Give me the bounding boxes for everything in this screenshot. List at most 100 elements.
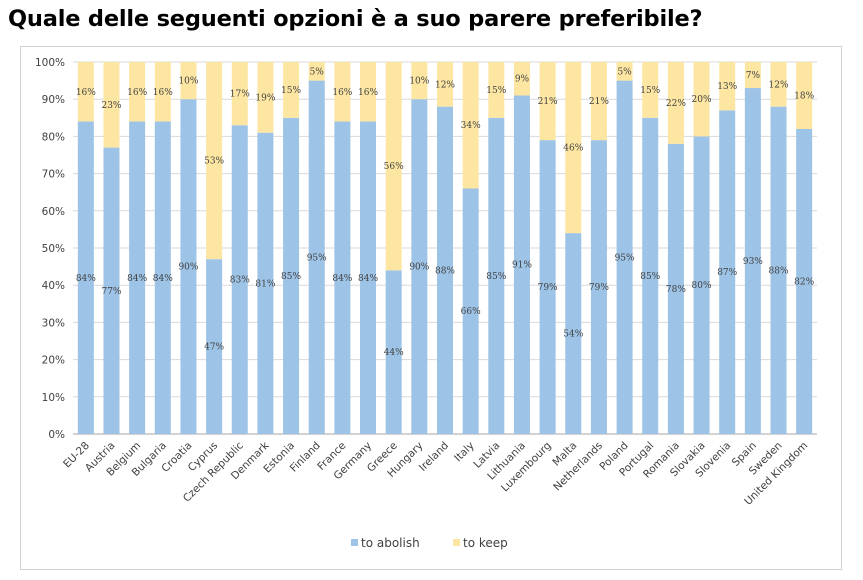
data-label-to-abolish: 84% bbox=[332, 274, 352, 284]
bar-to-abolish bbox=[180, 99, 197, 434]
data-label-to-abolish: 80% bbox=[692, 281, 712, 291]
bar-to-keep bbox=[565, 62, 582, 234]
data-label-to-abolish: 87% bbox=[717, 268, 737, 278]
chart-frame: 0% 10% 20% 30% 40% 50% 60% 70% 80% 90% 100% 84% 16% E… bbox=[20, 46, 842, 570]
bar-to-abolish bbox=[437, 106, 453, 434]
legend-label: to abolish bbox=[361, 536, 420, 550]
y-tick-label: 30% bbox=[42, 317, 65, 329]
bar-to-abolish bbox=[411, 99, 428, 434]
bar-to-abolish bbox=[513, 95, 530, 435]
bar-to-keep bbox=[103, 62, 120, 148]
bar-to-abolish bbox=[539, 140, 556, 434]
legend-label: to keep bbox=[463, 536, 508, 550]
bar-to-abolish bbox=[488, 117, 505, 435]
bar-to-abolish bbox=[462, 188, 479, 434]
bar-to-abolish bbox=[693, 136, 710, 434]
legend-swatch bbox=[351, 539, 358, 546]
data-label-to-abolish: 88% bbox=[435, 266, 455, 276]
data-label-to-abolish: 84% bbox=[358, 274, 378, 284]
y-tick-label: 50% bbox=[42, 243, 65, 255]
data-label-to-keep: 15% bbox=[486, 86, 506, 96]
data-label-to-keep: 23% bbox=[101, 101, 121, 111]
bar-to-keep bbox=[462, 62, 479, 189]
bar-to-keep bbox=[385, 62, 402, 271]
bar-to-keep bbox=[642, 62, 659, 118]
legend-swatch bbox=[453, 539, 460, 546]
data-label-to-abolish: 84% bbox=[153, 274, 173, 284]
bar-to-keep bbox=[667, 62, 684, 144]
bar-to-keep bbox=[590, 62, 607, 141]
bar-to-abolish bbox=[360, 121, 377, 435]
bar-to-abolish bbox=[590, 140, 607, 434]
bar-to-keep bbox=[77, 62, 94, 122]
data-label-to-abolish: 90% bbox=[409, 263, 429, 273]
bar-to-abolish bbox=[770, 106, 787, 434]
data-label-to-abolish: 88% bbox=[769, 266, 789, 276]
data-label-to-abolish: 79% bbox=[589, 283, 609, 293]
data-label-to-keep: 13% bbox=[717, 82, 737, 92]
bar-to-keep bbox=[257, 62, 274, 133]
bar-to-abolish bbox=[77, 121, 94, 435]
data-label-to-abolish: 84% bbox=[127, 274, 147, 284]
bar-to-keep bbox=[206, 62, 223, 260]
bar-to-keep bbox=[180, 62, 197, 100]
bar-to-abolish bbox=[206, 259, 223, 434]
bar-to-keep bbox=[513, 62, 530, 96]
bar-to-keep bbox=[154, 62, 171, 122]
stacked-bar-chart: 0%10%20%30%40%50%60%70%80%90%100%84%16%E… bbox=[35, 57, 817, 550]
data-label-to-abolish: 95% bbox=[615, 253, 635, 263]
bar-to-keep bbox=[129, 62, 146, 122]
data-label-to-keep: 15% bbox=[640, 86, 660, 96]
data-label-to-abolish: 85% bbox=[281, 272, 301, 282]
data-label-to-keep: 16% bbox=[153, 88, 173, 98]
data-label-to-keep: 10% bbox=[178, 77, 198, 87]
y-tick-label: 90% bbox=[42, 94, 65, 106]
data-label-to-abolish: 83% bbox=[230, 276, 250, 286]
y-tick-label: 60% bbox=[42, 206, 65, 218]
data-label-to-keep: 53% bbox=[204, 157, 224, 167]
data-label-to-abolish: 78% bbox=[666, 285, 686, 295]
data-label-to-keep: 10% bbox=[409, 77, 429, 87]
data-label-to-abolish: 93% bbox=[743, 257, 763, 267]
bar-to-keep bbox=[437, 62, 453, 107]
data-label-to-keep: 5% bbox=[310, 67, 325, 77]
data-label-to-abolish: 47% bbox=[204, 343, 224, 353]
data-label-to-keep: 7% bbox=[746, 71, 761, 81]
bar-to-abolish bbox=[129, 121, 146, 435]
data-label-to-keep: 5% bbox=[617, 67, 632, 77]
bar-to-abolish bbox=[667, 143, 684, 434]
data-label-to-abolish: 81% bbox=[255, 279, 275, 289]
data-label-to-keep: 21% bbox=[589, 97, 609, 107]
data-label-to-abolish: 66% bbox=[461, 307, 481, 317]
data-label-to-keep: 18% bbox=[794, 91, 814, 101]
data-label-to-abolish: 54% bbox=[563, 330, 583, 340]
data-label-to-keep: 22% bbox=[666, 99, 686, 109]
bar-to-keep bbox=[283, 62, 300, 118]
data-label-to-keep: 16% bbox=[332, 88, 352, 98]
data-label-to-abolish: 85% bbox=[486, 272, 506, 282]
bar-to-abolish bbox=[257, 132, 274, 434]
data-label-to-abolish: 85% bbox=[640, 272, 660, 282]
data-label-to-abolish: 44% bbox=[384, 348, 404, 358]
data-label-to-keep: 56% bbox=[384, 162, 404, 172]
bar-to-abolish bbox=[719, 110, 736, 435]
bar-to-keep bbox=[539, 62, 556, 141]
data-label-to-keep: 16% bbox=[76, 88, 96, 98]
data-label-to-abolish: 77% bbox=[101, 287, 121, 297]
bar-to-abolish bbox=[565, 233, 582, 434]
data-label-to-keep: 16% bbox=[358, 88, 378, 98]
data-label-to-keep: 16% bbox=[127, 88, 147, 98]
bar-to-abolish bbox=[283, 117, 300, 435]
bar-to-abolish bbox=[642, 117, 659, 435]
bar-to-keep bbox=[411, 62, 428, 100]
data-label-to-abolish: 84% bbox=[76, 274, 96, 284]
bar-to-keep bbox=[693, 62, 710, 137]
bar-to-keep bbox=[770, 62, 787, 107]
data-label-to-keep: 21% bbox=[538, 97, 558, 107]
data-label-to-keep: 20% bbox=[692, 95, 712, 105]
y-tick-label: 100% bbox=[35, 57, 65, 69]
bar-to-keep bbox=[744, 62, 761, 89]
bar-to-abolish bbox=[385, 270, 402, 434]
bar-to-keep bbox=[334, 62, 351, 122]
data-label-to-abolish: 90% bbox=[178, 263, 198, 273]
